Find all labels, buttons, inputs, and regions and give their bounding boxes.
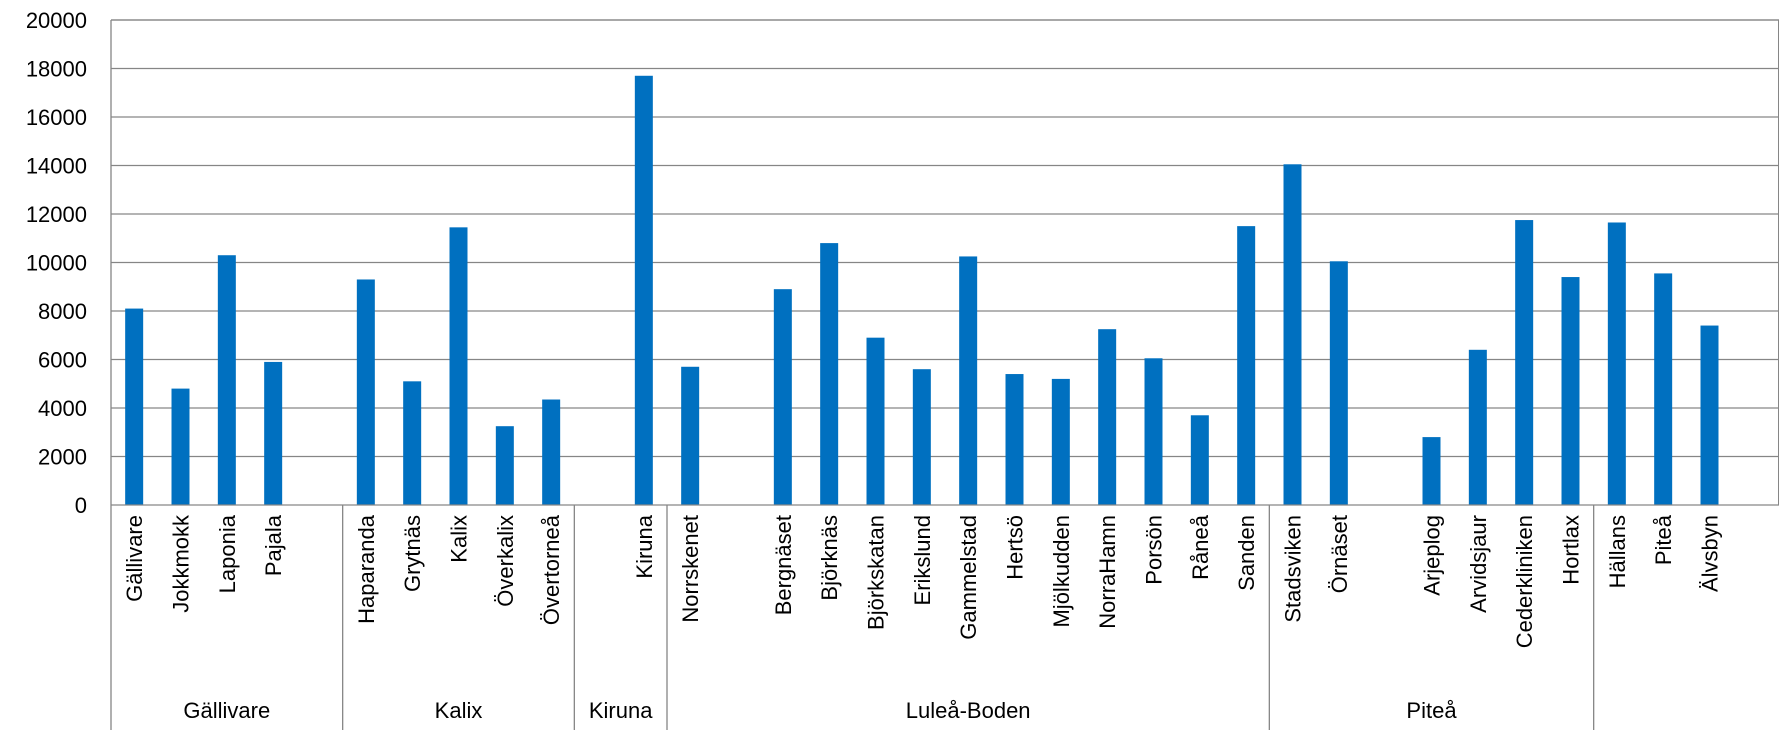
x-tick-label: Övertorneå — [539, 514, 564, 625]
x-tick-label: Cederkliniken — [1512, 515, 1537, 648]
bar — [217, 255, 236, 505]
bar — [1098, 329, 1117, 505]
bar — [1700, 325, 1719, 505]
x-tick-label: Kiruna — [632, 514, 657, 578]
y-tick-label: 10000 — [26, 251, 87, 276]
bar — [1283, 164, 1302, 505]
y-tick-label: 8000 — [38, 299, 87, 324]
x-tick-label: Stadsviken — [1281, 515, 1306, 623]
x-axis: Gällivare Jokkmokk Laponia Pajala Haparanda G… — [111, 504, 1779, 730]
x-tick-label: Pajala — [261, 514, 286, 576]
bar — [542, 399, 561, 505]
x-tick-label: Porsön — [1142, 515, 1167, 585]
bar — [1422, 437, 1441, 505]
x-tick-label: Sanden — [1234, 515, 1259, 591]
x-tick-label: Bergnäset — [771, 515, 796, 615]
y-axis: 0 2000 4000 6000 8000 10000 12000 14000 16000 180… — [26, 8, 112, 730]
bar — [634, 75, 653, 506]
group-label: Piteå — [1406, 698, 1457, 723]
y-tick-label: 4000 — [38, 396, 87, 421]
y-tick-label: 20000 — [26, 8, 87, 33]
x-tick-label: Hortlax — [1559, 515, 1584, 585]
bars — [125, 75, 1719, 506]
x-tick-label: Gammelstad — [956, 515, 981, 640]
x-tick-label: Jokkmokk — [169, 514, 194, 613]
bar — [773, 289, 792, 505]
y-tick-label: 14000 — [26, 154, 87, 179]
x-tick-label: Hällans — [1605, 515, 1630, 588]
y-tick-label: 6000 — [38, 348, 87, 373]
bar — [1237, 226, 1256, 505]
bar — [171, 388, 190, 505]
x-tick-label: Arjeplog — [1420, 515, 1445, 596]
bar — [264, 361, 283, 505]
x-tick-label: Norrskenet — [678, 515, 703, 623]
bar — [820, 243, 839, 505]
x-tick-label: Grytnäs — [400, 515, 425, 592]
group-label: Luleå-Boden — [906, 698, 1031, 723]
bar — [959, 256, 978, 505]
y-tick-label: 2000 — [38, 445, 87, 470]
bar — [1654, 273, 1673, 505]
x-tick-label: Laponia — [215, 514, 240, 593]
group-label: Gällivare — [183, 698, 270, 723]
bar — [866, 337, 885, 505]
x-tick-label: Örnäset — [1327, 515, 1352, 593]
bar — [1561, 277, 1580, 505]
x-tick-label: Råneå — [1188, 514, 1213, 580]
x-tick-label: Björkskatan — [864, 515, 889, 630]
bar — [1005, 374, 1024, 505]
x-tick-label: Överkalix — [493, 515, 518, 607]
bar — [495, 426, 514, 505]
x-tick-label: Haparanda — [354, 514, 379, 624]
x-tick-label: Hertsö — [1003, 515, 1028, 580]
x-tick-label: NorraHamn — [1095, 515, 1120, 629]
bar — [1190, 415, 1209, 505]
y-tick-label: 18000 — [26, 57, 87, 82]
bar — [1515, 220, 1534, 505]
bar — [125, 308, 144, 505]
x-tick-label: Piteå — [1651, 514, 1676, 565]
bar — [403, 381, 422, 505]
y-tick-label: 12000 — [26, 202, 87, 227]
x-tick-label: Gällivare — [122, 515, 147, 602]
bar — [1329, 261, 1348, 505]
x-tick-label: Kalix — [447, 515, 472, 563]
bar — [912, 369, 931, 505]
x-tick-label: Björknäs — [817, 515, 842, 601]
x-tick-label: Älvsbyn — [1698, 515, 1723, 592]
group-label: Kalix — [435, 698, 483, 723]
bar — [1468, 349, 1487, 505]
y-tick-label: 0 — [75, 493, 87, 518]
x-tick-label: Erikslund — [910, 515, 935, 605]
x-tick-label: Arvidsjaur — [1466, 515, 1491, 613]
y-tick-label: 16000 — [26, 105, 87, 130]
x-tick-label: Mjölkudden — [1049, 515, 1074, 628]
bar — [1051, 378, 1070, 505]
bar — [1144, 358, 1163, 505]
bar — [1607, 222, 1626, 506]
bar — [449, 227, 468, 505]
bar — [356, 279, 375, 505]
bar — [681, 366, 700, 505]
group-label: Kiruna — [589, 698, 653, 723]
